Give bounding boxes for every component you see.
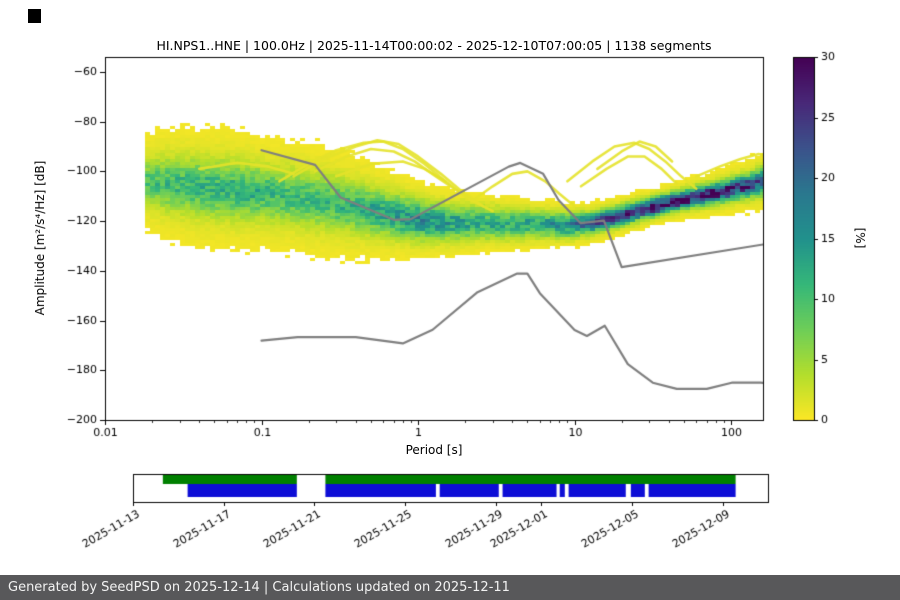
chart-title: HI.NPS1..HNE | 100.0Hz | 2025-11-14T00:0… (156, 38, 712, 53)
x-axis-label: Period [s] (405, 443, 463, 457)
footer-text: Generated by SeedPSD on 2025-12-14 | Cal… (8, 580, 510, 595)
footer-bar: Generated by SeedPSD on 2025-12-14 | Cal… (0, 575, 900, 600)
cursor-block-artifact (28, 9, 41, 23)
y-axis-label: Amplitude [m²/s⁴/Hz] [dB] (33, 160, 47, 316)
colorbar-label: [%] (853, 227, 867, 249)
ppsd-chart-canvas (0, 0, 900, 575)
